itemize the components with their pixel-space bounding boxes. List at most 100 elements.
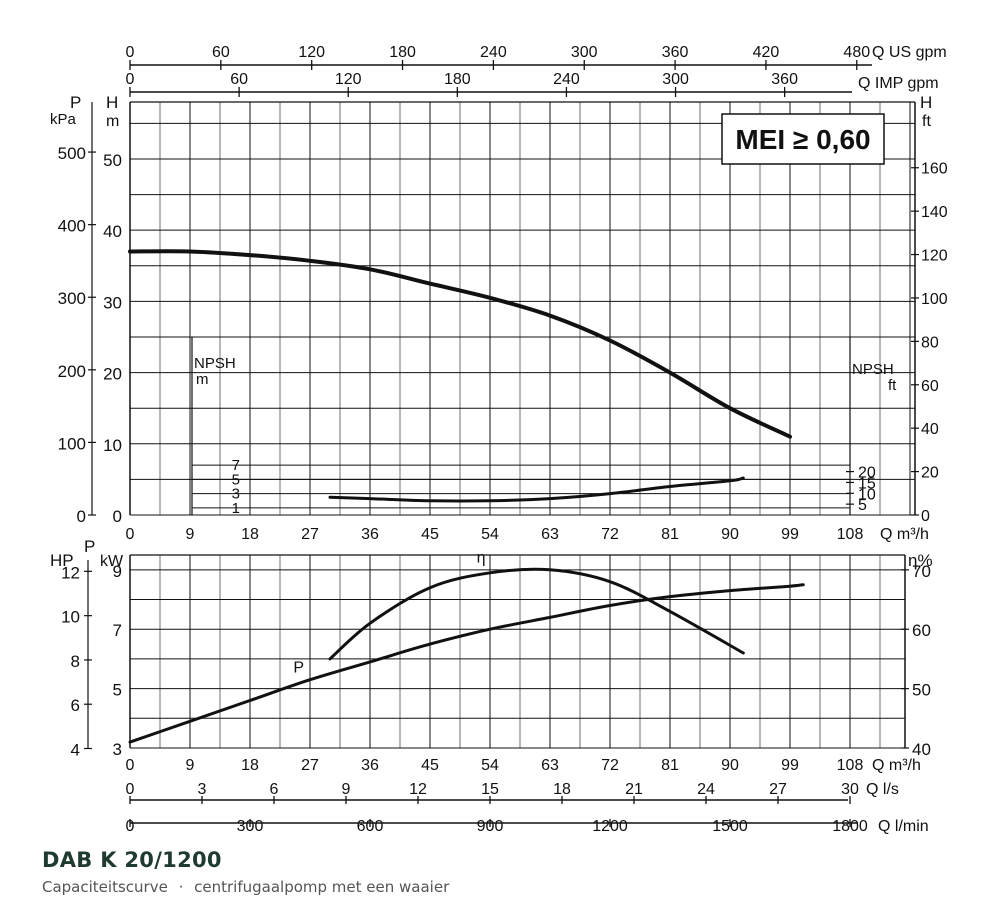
tick-label-q-usgpm: 60 [212,44,230,61]
tick-label-q-m3h: 45 [421,526,439,543]
series-label-eta: η [477,550,486,567]
caption-subtitle: Capaciteitscurve · centrifugaalpomp met … [42,878,449,896]
tick-label-q-m3h: 81 [661,757,679,774]
axis-title-hp: HP [50,551,74,570]
tick-label-npsh-m: 7 [232,457,240,474]
tick-label-q-m3h: 63 [541,757,559,774]
tick-label-q-m3h: 0 [126,526,135,543]
tick-label-h-m: 40 [103,222,122,241]
tick-label-q-m3h: 99 [781,757,799,774]
tick-label-q-usgpm: 180 [389,44,416,61]
tick-label-h-m: 30 [103,293,122,312]
tick-label-eta: 70 [912,562,931,581]
tick-label-hp: 4 [71,741,80,760]
tick-label-hp: 6 [71,696,80,715]
axis-unit-ft: ft [922,113,931,130]
tick-label-npsh-m: 5 [232,471,240,488]
tick-label-q-lmin: 600 [357,818,384,835]
tick-label-h-ft: 100 [921,291,948,308]
axis-title-h: H [106,93,118,112]
tick-label-q-ls: 0 [126,781,135,798]
tick-label-h-m: 50 [103,151,122,170]
axis-unit-m: m [106,113,119,130]
tick-label-npsh-ft: 15 [858,475,876,492]
tick-label-p-kpa: 200 [58,362,86,381]
tick-label-q-ls: 21 [625,781,643,798]
tick-label-npsh-ft: 20 [858,465,876,482]
tick-label-hp: 8 [71,652,80,671]
tick-label-p-kpa: 400 [58,217,86,236]
tick-label-q-impgpm: 120 [335,71,362,88]
tick-label-h-m: 0 [113,507,122,526]
tick-label-q-m3h: 36 [361,526,379,543]
tick-label-q-m3h: 90 [721,526,739,543]
text-layer: 0102030405001002003004005000204060801001… [50,44,948,835]
tick-label-q-usgpm: 480 [843,44,870,61]
tick-label-p-kpa: 0 [77,507,86,526]
tick-label-p-kw: 9 [113,562,122,581]
axis-title-q-usgpm: Q US gpm [872,44,947,61]
tick-label-h-ft: 40 [921,421,939,438]
axis-title-q-m3h: Q m³/h [880,526,929,543]
power-curve [128,583,805,744]
tick-label-q-impgpm: 60 [230,71,248,88]
tick-label-q-usgpm: 0 [126,44,135,61]
tick-label-h-ft: 120 [921,248,948,265]
axis-title-q-impgpm: Q IMP gpm [858,75,939,92]
tick-label-q-m3h: 108 [837,526,864,543]
axis-title-q-m3h: Q m³/h [872,757,921,774]
tick-label-h-ft: 160 [921,161,948,178]
tick-label-q-m3h: 18 [241,757,259,774]
tick-label-h-ft: 140 [921,204,948,221]
tick-label-q-m3h: 54 [481,757,499,774]
tick-label-eta: 60 [912,621,931,640]
tick-label-q-m3h: 0 [126,757,135,774]
tick-label-q-ls: 12 [409,781,427,798]
tick-label-q-m3h: 9 [186,526,195,543]
tick-label-q-lmin: 1500 [712,818,748,835]
efficiency-curve [328,567,745,661]
subtitle-description: centrifugaalpomp met een waaier [194,878,450,896]
tick-label-h-m: 20 [103,365,122,384]
tick-label-npsh-ft: 10 [858,486,876,503]
tick-label-q-impgpm: 360 [771,71,798,88]
tick-label-p-kpa: 100 [58,434,86,453]
subtitle-text: Capaciteitscurve [42,878,168,896]
axis-title-q-ls: Q l/s [866,781,899,798]
tick-label-q-m3h: 18 [241,526,259,543]
tick-label-q-ls: 30 [841,781,859,798]
axis-title-p: P [70,93,81,112]
tick-label-hp: 10 [61,608,80,627]
axis-unit-npsh-ft: ft [888,377,897,394]
tick-label-q-usgpm: 120 [298,44,325,61]
tick-label-q-m3h: 27 [301,526,319,543]
tick-label-q-m3h: 108 [837,757,864,774]
tick-label-q-lmin: 1200 [592,818,628,835]
tick-label-q-m3h: 9 [186,757,195,774]
tick-label-q-usgpm: 300 [571,44,598,61]
tick-label-npsh-m: 3 [232,486,240,503]
tick-label-q-lmin: 0 [126,818,135,835]
axis-title-q-lmin: Q l/min [878,818,929,835]
tick-label-p-kw: 3 [113,740,122,759]
head-curve [128,249,792,439]
tick-label-h-ft: 60 [921,378,939,395]
tick-label-q-ls: 24 [697,781,715,798]
tick-label-eta: 40 [912,740,931,759]
tick-label-q-m3h: 72 [601,526,619,543]
tick-label-q-m3h: 45 [421,757,439,774]
tick-label-q-m3h: 27 [301,757,319,774]
axis-title-npsh-ft: NPSH [852,361,894,378]
axis-layer [84,60,919,827]
product-title: DAB K 20/1200 [42,848,222,872]
tick-label-q-m3h: 99 [781,526,799,543]
tick-label-hp: 12 [61,563,80,582]
tick-label-h-ft: 20 [921,465,939,482]
caption: DAB K 20/1200 Capaciteitscurve · centrif… [42,848,449,896]
tick-label-q-m3h: 63 [541,526,559,543]
tick-label-q-lmin: 300 [237,818,264,835]
axis-unit-npsh-m: m [196,371,209,388]
tick-label-q-m3h: 54 [481,526,499,543]
tick-label-npsh-m: 1 [232,500,240,517]
tick-label-h-ft: 0 [921,508,930,525]
